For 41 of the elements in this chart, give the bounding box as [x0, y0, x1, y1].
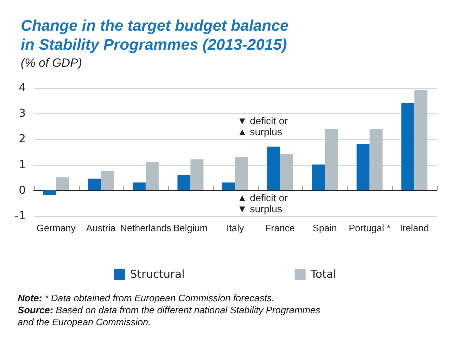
bar	[356, 144, 370, 190]
x-tick-label: France	[265, 224, 296, 234]
bar	[56, 178, 70, 190]
x-tick-label: Belgium	[174, 224, 208, 234]
legend-label: Total	[310, 268, 337, 281]
bar	[178, 175, 191, 190]
bar	[280, 154, 294, 190]
annotation: ▲ deficit or ▼ surplus	[238, 193, 289, 216]
bar	[88, 178, 102, 190]
y-tick-label: 0	[19, 184, 26, 197]
x-tick-label: Spain	[312, 224, 338, 234]
legend-label: Structural	[130, 268, 185, 281]
y-tick-label: 4	[19, 82, 26, 94]
bar	[414, 90, 428, 190]
text: Note: * Data obtained from European Commission forecasts.	[18, 294, 275, 304]
bar	[312, 164, 326, 190]
y-tick-label: 1	[19, 158, 26, 172]
x-tick-label: Germany	[36, 224, 76, 234]
bar	[43, 190, 56, 196]
x-tick-label: Austria	[86, 224, 117, 234]
x-tick-label: Italy	[226, 224, 244, 234]
x-tick-label: Portugal *	[348, 224, 391, 234]
x-tick-label: Ireland	[400, 224, 430, 234]
y-tick-label: 2	[19, 132, 26, 146]
y-tick-label: -1	[15, 210, 26, 222]
annotation: ▼ deficit or ▲ surplus	[238, 116, 289, 139]
bar	[370, 128, 383, 190]
bar	[222, 182, 236, 190]
bar	[190, 160, 204, 190]
x-tick-label: Netherlands	[120, 224, 172, 234]
bar	[325, 128, 338, 190]
bar	[101, 171, 114, 190]
bar	[236, 157, 248, 190]
y-tick-label: 3	[19, 107, 26, 120]
bar	[132, 182, 146, 190]
bar	[146, 162, 159, 190]
bar	[267, 146, 280, 190]
bar	[402, 103, 415, 190]
source-note: Source: Based on data from the different national Stability Programmes and the European Commission.	[18, 306, 321, 328]
chart-title: Change in the target budget balance in Stability Programmes (2013-2015)	[21, 18, 290, 54]
y-axis-title: (% of GDP)	[21, 56, 82, 70]
